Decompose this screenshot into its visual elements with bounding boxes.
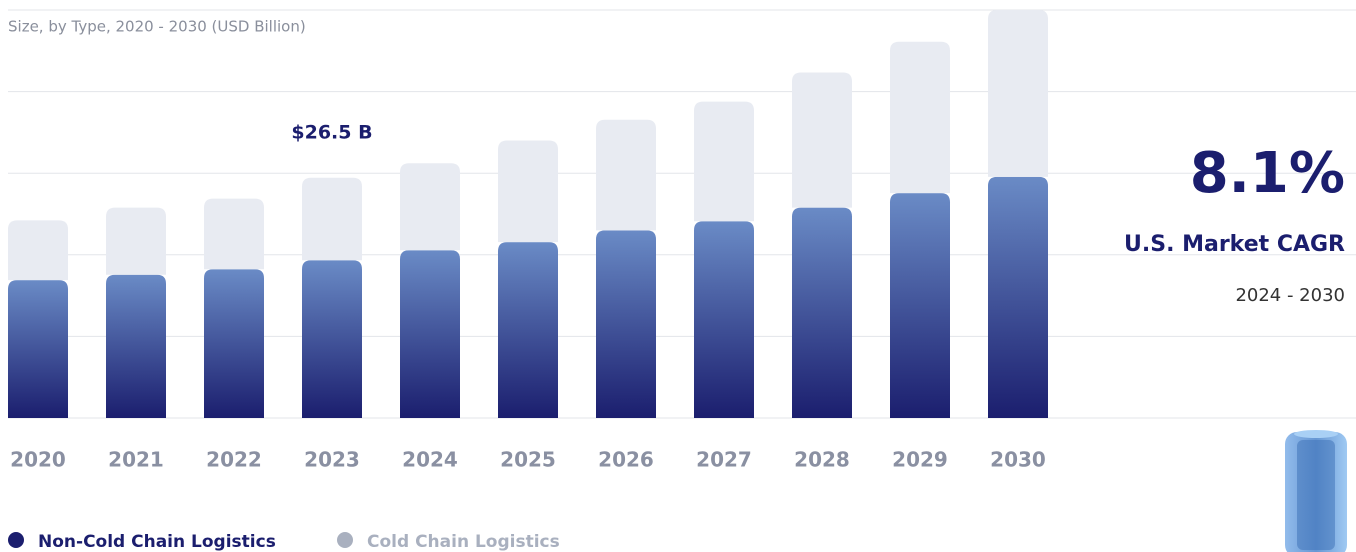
bar-non-cold xyxy=(988,176,1048,418)
bar-cold xyxy=(694,101,754,222)
bar-non-cold xyxy=(498,242,558,418)
cagr-value: 8.1% xyxy=(1190,141,1345,206)
bar-cold xyxy=(106,207,166,275)
bar-non-cold xyxy=(204,269,264,418)
x-tick-label: 2024 xyxy=(402,448,458,472)
legend-marker xyxy=(337,532,353,548)
bar-non-cold xyxy=(106,274,166,418)
x-tick-label: 2030 xyxy=(990,448,1046,472)
bar-non-cold xyxy=(302,260,362,418)
bar-non-cold xyxy=(694,221,754,418)
x-tick-label: 2026 xyxy=(598,448,654,472)
cagr-period: 2024 - 2030 xyxy=(1235,285,1345,306)
legend-label: Non-Cold Chain Logistics xyxy=(38,532,276,552)
bar-cold xyxy=(498,140,558,243)
x-tick-label: 2027 xyxy=(696,448,752,472)
bar-cold xyxy=(302,177,362,261)
legend-marker xyxy=(8,532,24,548)
bar-cold xyxy=(400,163,460,251)
bar-non-cold xyxy=(890,193,950,418)
chart-subtitle: Size, by Type, 2020 - 2030 (USD Billion) xyxy=(8,18,306,36)
cagr-label: U.S. Market CAGR xyxy=(1124,232,1345,257)
bar-non-cold xyxy=(400,250,460,418)
x-tick-label: 2021 xyxy=(108,448,164,472)
x-tick-label: 2028 xyxy=(794,448,850,472)
annotation: $26.5 B xyxy=(291,122,372,144)
x-tick-label: 2025 xyxy=(500,448,556,472)
x-tick-label: 2022 xyxy=(206,448,262,472)
bar-non-cold xyxy=(596,230,656,418)
bar-cold xyxy=(890,41,950,194)
bar-cold xyxy=(204,198,264,270)
bottle-icon xyxy=(1285,430,1347,552)
x-tick-label: 2029 xyxy=(892,448,948,472)
bar-cold xyxy=(988,10,1048,177)
bar-cold xyxy=(596,119,656,231)
bar-cold xyxy=(792,72,852,208)
x-tick-label: 2020 xyxy=(10,448,66,472)
bar-non-cold xyxy=(8,280,68,418)
bar-cold xyxy=(8,220,68,281)
legend-label: Cold Chain Logistics xyxy=(367,532,560,552)
bar-non-cold xyxy=(792,207,852,418)
x-tick-label: 2023 xyxy=(304,448,360,472)
